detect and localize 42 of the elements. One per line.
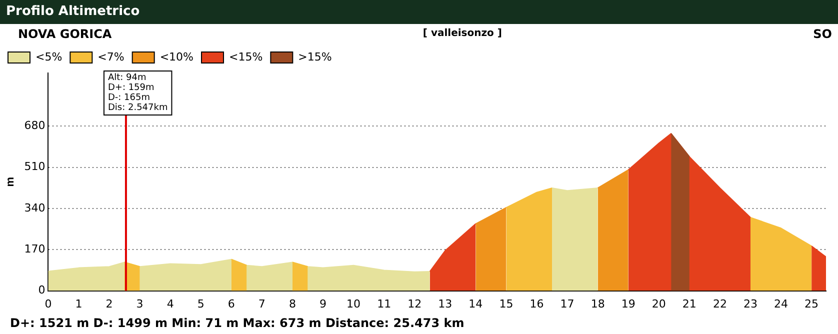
x-tick-label: 2	[106, 297, 113, 310]
x-tick-label: 4	[166, 297, 174, 310]
x-tick-label: 16	[530, 297, 544, 310]
y-tick-label: 510	[24, 160, 46, 174]
text: D+: 1521 m D-: 1499 m Min: 71 m Max: 673 m Distance: 25.473 km	[9, 315, 466, 332]
y-tick-label: 680	[24, 119, 46, 132]
text: SO	[813, 26, 832, 43]
legend-label: <7%	[98, 50, 124, 64]
x-tick-label: 24	[774, 297, 788, 310]
chart-title: Profilo Altimetrico	[0, 0, 838, 24]
x-tick-label: 5	[197, 297, 204, 310]
y-axis-title: m	[4, 176, 17, 187]
x-tick-label: 19	[621, 297, 636, 310]
x-tick-label: 13	[438, 297, 452, 310]
x-tick-label: 8	[288, 297, 296, 310]
x-tick-label: 10	[346, 297, 361, 310]
x-tick-label: 3	[136, 297, 144, 310]
x-tick-label: 21	[682, 297, 696, 310]
x-tick-label: 17	[560, 297, 574, 310]
text: [ valleisonzo ]	[422, 27, 502, 41]
y-tick-label: 0	[38, 284, 46, 297]
x-tick-label: 20	[652, 297, 666, 310]
x-tick-label: 9	[320, 297, 327, 310]
x-tick-label: 14	[468, 297, 483, 310]
legend-label: <10%	[160, 50, 194, 64]
x-tick-label: 1	[75, 297, 82, 310]
x-tick-label: 7	[258, 297, 266, 310]
y-tick-label: 340	[24, 201, 46, 214]
legend-label: <15%	[229, 50, 263, 64]
legend-label: >15%	[298, 50, 332, 64]
x-tick-label: 22	[712, 297, 727, 310]
x-tick-label: 6	[228, 297, 235, 310]
x-tick-label: 15	[499, 297, 514, 310]
x-tick-label: 25	[804, 297, 819, 310]
x-tick-label: 11	[377, 297, 392, 310]
legend-label: <5%	[36, 50, 62, 64]
x-tick-label: 18	[590, 297, 605, 310]
x-tick-label: 23	[743, 297, 758, 310]
y-tick-label: 170	[24, 242, 46, 256]
ref-line-label: Alt: 94m D+: 159m D-: 165m Dis: 2.547km	[108, 72, 168, 113]
x-tick-label: 12	[408, 297, 422, 310]
text: NOVA GORICA	[18, 26, 112, 43]
